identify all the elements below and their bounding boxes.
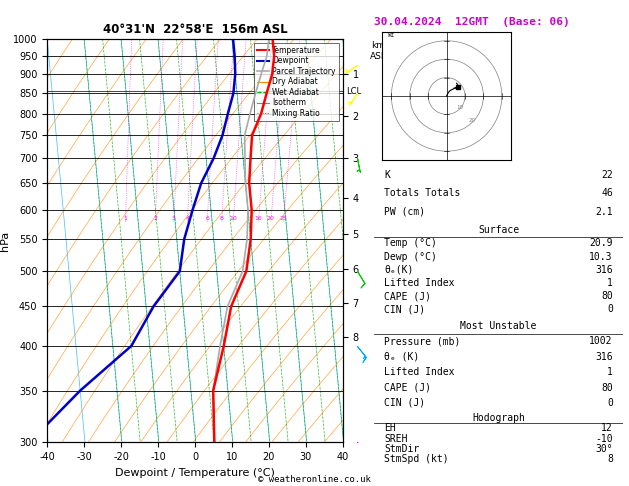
Text: 2: 2 [153, 216, 157, 222]
Text: SREH: SREH [384, 434, 408, 444]
Text: Pressure (mb): Pressure (mb) [384, 336, 460, 347]
Text: 1: 1 [607, 367, 613, 377]
Text: 16: 16 [255, 216, 262, 222]
Text: 30.04.2024  12GMT  (Base: 06): 30.04.2024 12GMT (Base: 06) [374, 17, 570, 27]
Text: 46: 46 [601, 188, 613, 198]
Text: Lifted Index: Lifted Index [384, 367, 455, 377]
Y-axis label: hPa: hPa [0, 230, 10, 251]
Text: kt: kt [387, 32, 394, 38]
Text: 10.3: 10.3 [589, 252, 613, 261]
Text: 0: 0 [607, 398, 613, 408]
X-axis label: Dewpoint / Temperature (°C): Dewpoint / Temperature (°C) [115, 468, 275, 478]
Text: 25: 25 [279, 216, 287, 222]
Text: 316: 316 [595, 265, 613, 275]
Text: 0: 0 [607, 304, 613, 314]
Text: θₑ (K): θₑ (K) [384, 352, 420, 362]
Text: StmDir: StmDir [384, 444, 420, 454]
Text: © weatheronline.co.uk: © weatheronline.co.uk [258, 474, 371, 484]
Text: Surface: Surface [478, 225, 519, 235]
Text: 3: 3 [172, 216, 175, 222]
Text: CIN (J): CIN (J) [384, 304, 425, 314]
Text: LCL: LCL [346, 87, 361, 96]
Text: 10: 10 [230, 216, 237, 222]
Title: 40°31'N  22°58'E  156m ASL: 40°31'N 22°58'E 156m ASL [103, 23, 287, 36]
Y-axis label: km
ASL: km ASL [370, 41, 387, 61]
Text: Most Unstable: Most Unstable [460, 321, 537, 331]
Text: 4: 4 [186, 216, 189, 222]
Text: StmSpd (kt): StmSpd (kt) [384, 454, 449, 464]
Text: CAPE (J): CAPE (J) [384, 382, 431, 393]
Text: 1: 1 [123, 216, 128, 222]
Text: θₑ(K): θₑ(K) [384, 265, 414, 275]
Text: Hodograph: Hodograph [472, 413, 525, 423]
Text: 8: 8 [220, 216, 224, 222]
Text: 1002: 1002 [589, 336, 613, 347]
Text: 10: 10 [456, 105, 463, 110]
Text: Temp (°C): Temp (°C) [384, 238, 437, 248]
Text: Dewp (°C): Dewp (°C) [384, 252, 437, 261]
Text: 1: 1 [607, 278, 613, 288]
Text: 12: 12 [601, 423, 613, 434]
Text: 20: 20 [469, 118, 476, 123]
Text: -10: -10 [595, 434, 613, 444]
Text: 20: 20 [267, 216, 275, 222]
Text: K: K [384, 170, 390, 179]
Text: 30°: 30° [595, 444, 613, 454]
Text: 80: 80 [601, 382, 613, 393]
Text: 20.9: 20.9 [589, 238, 613, 248]
Text: Totals Totals: Totals Totals [384, 188, 460, 198]
Text: Lifted Index: Lifted Index [384, 278, 455, 288]
Legend: Temperature, Dewpoint, Parcel Trajectory, Dry Adiabat, Wet Adiabat, Isotherm, Mi: Temperature, Dewpoint, Parcel Trajectory… [254, 43, 339, 121]
Text: 2.1: 2.1 [595, 207, 613, 217]
Text: 8: 8 [607, 454, 613, 464]
Text: CIN (J): CIN (J) [384, 398, 425, 408]
Text: 80: 80 [601, 291, 613, 301]
Text: CAPE (J): CAPE (J) [384, 291, 431, 301]
Text: 22: 22 [601, 170, 613, 179]
Text: PW (cm): PW (cm) [384, 207, 425, 217]
Text: 316: 316 [595, 352, 613, 362]
Text: EH: EH [384, 423, 396, 434]
Text: 6: 6 [205, 216, 209, 222]
